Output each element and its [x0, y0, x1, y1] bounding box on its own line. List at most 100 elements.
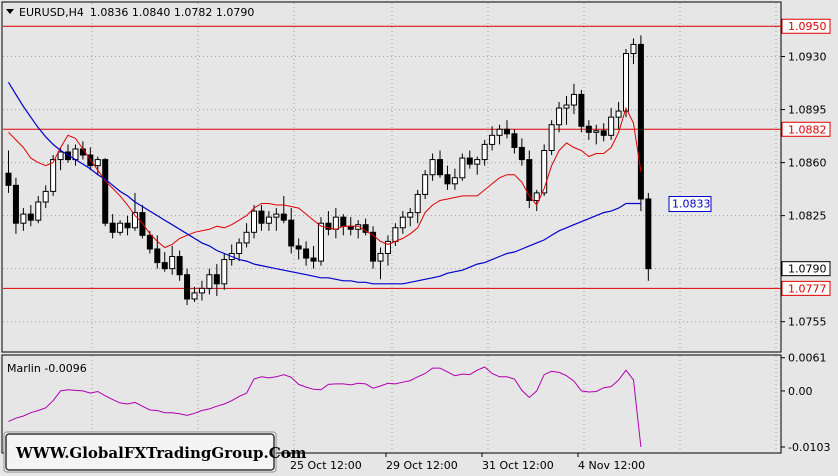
svg-text:1.0882: 1.0882 [788, 123, 827, 136]
bearish-candle[interactable] [325, 222, 332, 230]
bullish-candle[interactable] [570, 93, 577, 106]
indicator-header: Marlin -0.0096 [7, 362, 87, 375]
bullish-candle[interactable] [50, 159, 57, 192]
bullish-candle[interactable] [593, 130, 600, 133]
bullish-candle[interactable] [131, 212, 138, 229]
bullish-candle[interactable] [541, 149, 548, 194]
bearish-candle[interactable] [637, 43, 644, 200]
bullish-candle[interactable] [243, 231, 250, 244]
bullish-candle[interactable] [481, 143, 488, 161]
bullish-candle[interactable] [236, 242, 243, 255]
time-tick-label: 29 Oct 12:00 [386, 459, 458, 472]
bearish-candle[interactable] [176, 256, 183, 276]
bullish-candle[interactable] [265, 216, 272, 224]
bullish-candle[interactable] [392, 227, 399, 242]
bullish-candle[interactable] [355, 224, 362, 230]
bullish-candle[interactable] [459, 157, 466, 179]
price-panel[interactable] [1, 1, 782, 353]
bearish-candle[interactable] [295, 245, 302, 250]
level-price-label: 1.0777 [781, 280, 831, 296]
time-tick-label: 4 Nov 12:00 [578, 459, 645, 472]
bullish-candle[interactable] [548, 124, 555, 151]
bearish-candle[interactable] [161, 262, 168, 270]
bearish-candle[interactable] [578, 93, 585, 127]
bullish-candle[interactable] [317, 222, 324, 262]
bullish-candle[interactable] [377, 253, 384, 262]
bearish-candle[interactable] [146, 234, 153, 250]
bearish-candle[interactable] [585, 125, 592, 133]
bullish-candle[interactable] [384, 240, 391, 255]
bullish-candle[interactable] [198, 287, 205, 294]
bullish-candle[interactable] [35, 201, 42, 221]
bullish-candle[interactable] [273, 213, 280, 218]
bearish-candle[interactable] [645, 198, 652, 270]
bullish-candle[interactable] [42, 190, 49, 203]
bullish-candle[interactable] [533, 192, 540, 201]
bullish-candle[interactable] [407, 212, 414, 218]
bullish-candle[interactable] [623, 53, 630, 112]
bearish-candle[interactable] [184, 274, 191, 300]
bearish-candle[interactable] [12, 184, 19, 224]
bullish-candle[interactable] [422, 174, 429, 195]
bearish-candle[interactable] [310, 257, 317, 262]
bullish-candle[interactable] [563, 104, 570, 109]
bearish-candle[interactable] [511, 133, 518, 148]
bearish-candle[interactable] [444, 174, 451, 185]
candles [5, 35, 652, 306]
bearish-candle[interactable] [526, 159, 533, 201]
bullish-candle[interactable] [94, 159, 101, 167]
bullish-candle[interactable] [332, 216, 339, 230]
level-lines [3, 25, 781, 289]
bullish-candle[interactable] [414, 193, 421, 214]
bullish-candle[interactable] [221, 259, 228, 285]
bearish-candle[interactable] [280, 213, 287, 221]
bearish-candle[interactable] [213, 274, 220, 285]
bullish-candle[interactable] [117, 222, 124, 233]
symbol-dropdown-icon[interactable] [6, 9, 14, 14]
bearish-candle[interactable] [503, 128, 510, 135]
bearish-candle[interactable] [370, 231, 377, 262]
bearish-candle[interactable] [5, 172, 12, 186]
bullish-candle[interactable] [399, 216, 406, 229]
bullish-candle[interactable] [251, 210, 258, 233]
price-labels: 1.0950 1.0882 1.0777 1.0790 1.0833 [668, 18, 831, 296]
bearish-candle[interactable] [362, 224, 369, 233]
fast-ma-line [8, 106, 642, 249]
indicator-tick-label: -0.0103 [788, 441, 830, 454]
bearish-candle[interactable] [600, 130, 607, 136]
bearish-candle[interactable] [27, 213, 34, 221]
bearish-candle[interactable] [124, 222, 131, 229]
bearish-candle[interactable] [154, 248, 161, 264]
bullish-candle[interactable] [608, 116, 615, 136]
bullish-candle[interactable] [451, 177, 458, 185]
bearish-candle[interactable] [258, 210, 265, 224]
price-tick-label: 1.0825 [788, 210, 827, 223]
time-tick-label: 25 Oct 12:00 [290, 459, 362, 472]
bearish-candle[interactable] [340, 216, 347, 227]
bullish-candle[interactable] [429, 159, 436, 176]
bullish-candle[interactable] [474, 159, 481, 165]
bearish-candle[interactable] [65, 151, 72, 161]
bullish-candle[interactable] [496, 128, 503, 136]
bullish-candle[interactable] [191, 292, 198, 300]
price-tick-label: 1.0755 [788, 316, 827, 329]
bullish-candle[interactable] [20, 213, 27, 224]
bearish-candle[interactable] [102, 159, 109, 224]
bullish-candle[interactable] [489, 134, 496, 145]
price-tick-label: 1.0860 [788, 157, 827, 170]
bullish-candle[interactable] [57, 151, 64, 161]
bearish-candle[interactable] [466, 157, 473, 165]
bullish-candle[interactable] [615, 110, 622, 118]
bullish-candle[interactable] [630, 43, 637, 55]
indicator-tick-label: 0.0061 [788, 352, 827, 365]
bearish-candle[interactable] [109, 222, 116, 233]
bullish-candle[interactable] [169, 256, 176, 270]
bullish-candle[interactable] [556, 107, 563, 126]
bearish-candle[interactable] [288, 219, 295, 247]
bearish-candle[interactable] [437, 159, 444, 176]
bearish-candle[interactable] [518, 146, 525, 161]
bullish-candle[interactable] [206, 274, 213, 289]
bearish-candle[interactable] [303, 248, 310, 259]
